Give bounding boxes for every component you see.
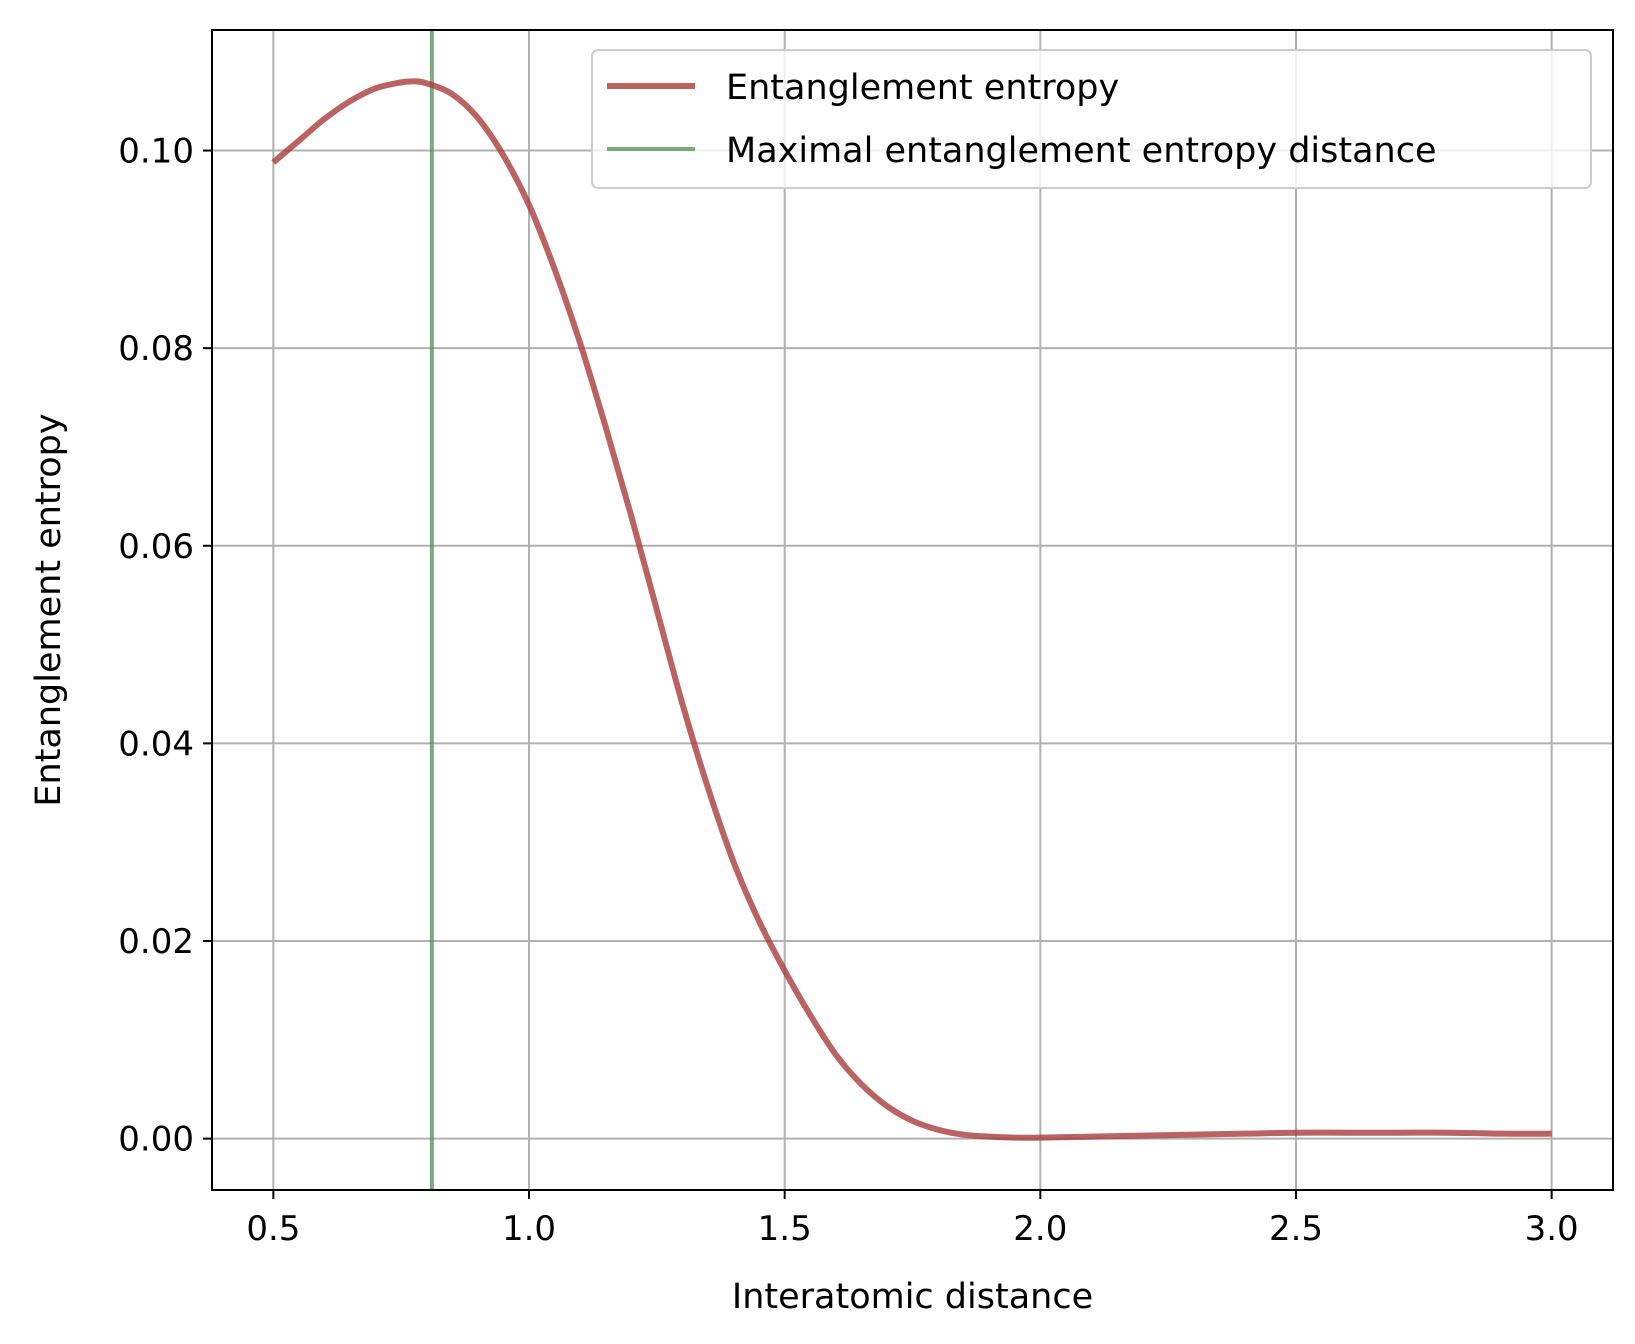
y-tick-label: 0.08	[118, 329, 194, 369]
y-tick-label: 0.02	[118, 922, 194, 962]
grid-lines	[212, 30, 1613, 1190]
y-tick-label: 0.04	[118, 724, 194, 764]
x-tick-label: 2.0	[1013, 1209, 1067, 1249]
legend-label-maximal-distance: Maximal entanglement entropy distance	[726, 131, 1437, 171]
x-tick-label: 1.5	[758, 1209, 812, 1249]
x-tick-label: 2.5	[1269, 1209, 1323, 1249]
y-axis-label: Entanglement entropy	[29, 413, 69, 806]
legend: Entanglement entropy Maximal entanglemen…	[591, 49, 1592, 189]
plot-frame	[211, 29, 1614, 1191]
axis-ticks: 0.5 1.0 1.5 2.0 2.5 3.0 0.00 0.02 0.04 0.06 0.08 0.…	[118, 132, 1578, 1249]
y-tick-label: 0.10	[118, 132, 194, 172]
series-layer	[271, 30, 1552, 1190]
y-tick-label: 0.00	[118, 1120, 194, 1160]
entanglement-entropy-curve	[271, 78, 1552, 1141]
legend-label-entanglement-entropy: Entanglement entropy	[726, 68, 1119, 108]
y-tick-label: 0.06	[118, 527, 194, 567]
x-tick-label: 1.0	[502, 1209, 556, 1249]
x-tick-label: 3.0	[1525, 1209, 1579, 1249]
x-tick-label: 0.5	[246, 1209, 300, 1249]
x-axis-label: Interatomic distance	[732, 1277, 1093, 1317]
legend-box	[591, 49, 1592, 189]
